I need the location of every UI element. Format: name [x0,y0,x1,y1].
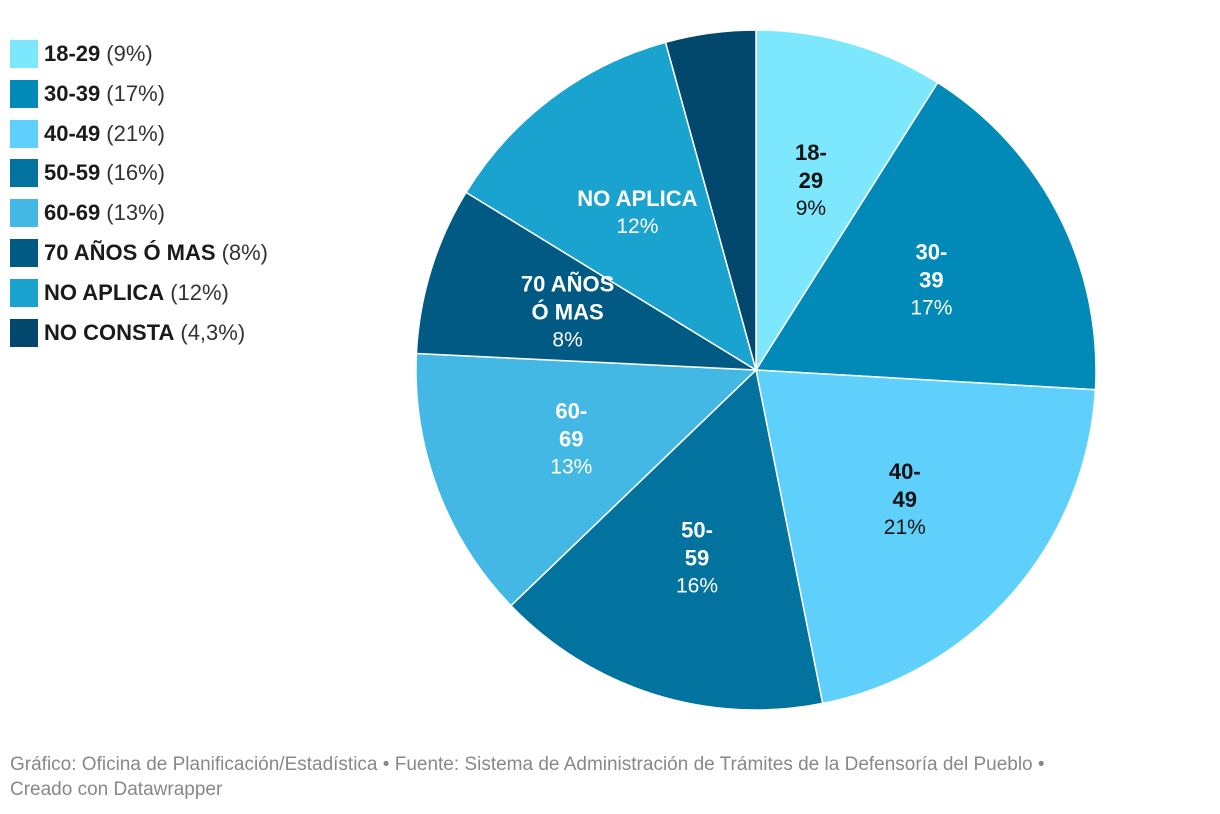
legend-label: NO APLICA [44,279,165,305]
legend-label: NO CONSTA [44,319,175,345]
legend-swatch [10,159,38,188]
pie-slice [465,41,758,372]
legend-item: 18-29 (9%) [10,40,268,68]
slice-name-label: Ó MAS [532,299,604,324]
slice-name-label: 18- [795,140,827,165]
slice-percent-label: 16% [676,575,718,598]
slice-name-label: 29 [799,168,823,193]
legend-swatch [10,119,38,148]
legend-swatch [10,238,38,267]
pie-slice [755,29,939,373]
legend-swatch [10,278,38,307]
legend-value: (21%) [106,120,165,146]
legend-value: (13%) [106,200,165,226]
pie-slice [415,191,757,371]
slice-percent-label: 12% [616,215,658,238]
footer-credit-line: Creado con Datawrapper [10,779,223,800]
legend-label: 30-39 [44,80,101,106]
legend-item: 40-49 (21%) [10,119,268,148]
legend-item: 60-69 (13%) [10,199,268,228]
slice-name-label: 69 [559,427,583,452]
slice-name-label: 39 [919,267,943,292]
pie-slice [755,369,1097,705]
legend-item: 50-59 (16%) [10,159,268,188]
chart-legend: 18-29 (9%) 30-39 (17%) 40-49 (21%) 50-59 (16%) 6… [10,40,268,358]
legend-label: 18-29 [44,41,101,66]
legend-value: (17%) [106,80,165,106]
legend-label: 40-49 [44,120,101,146]
legend-swatch [10,199,38,228]
pie-slice [509,368,824,711]
legend-value: (4,3%) [180,319,246,345]
slice-percent-label: 8% [552,328,582,351]
legend-label: 70 AÑOS Ó MAS [44,239,216,265]
legend-value: (9%) [106,41,153,66]
slice-name-label: 60- [555,399,587,424]
slice-name-label: 40- [889,459,921,484]
slice-percent-label: 17% [910,296,952,319]
legend-item: 70 AÑOS Ó MAS (8%) [10,238,269,267]
slice-name-label: 30- [916,239,948,264]
pie-slice [415,352,758,607]
legend-value: (16%) [106,160,165,186]
legend-swatch [10,79,38,108]
pie-chart: 18- 29 9% 30- 39 17% 40- 49 21% 50- 59 16% 60- 69 13% 7… [415,29,1097,711]
legend-value: (12%) [170,279,229,305]
legend-item: 30-39 (17%) [10,79,268,108]
slice-percent-label: 21% [884,516,926,539]
slice-name-label: 59 [685,546,709,571]
legend-value: (8%) [221,239,269,265]
legend-swatch [10,40,38,68]
slice-name-label: 49 [893,487,917,512]
slice-percent-label: 9% [796,197,826,220]
slice-percent-label: 13% [550,456,592,479]
slice-name-label: NO APLICA [577,186,697,211]
footer-source-line: Gráfico: Oficina de Planificación/Estadí… [10,754,1045,775]
legend-label: 50-59 [44,160,101,186]
legend-swatch [10,318,38,347]
pie-slice [664,29,757,371]
slice-name-label: 70 AÑOS [521,271,614,296]
pie-slice [754,81,1097,391]
legend-item: NO CONSTA (4,3%) [10,318,268,347]
chart-footer: Gráfico: Oficina de Planificación/Estadí… [10,752,1210,802]
legend-item: NO APLICA (12%) [10,278,268,307]
slice-name-label: 50- [681,518,713,543]
legend-label: 60-69 [44,200,101,226]
